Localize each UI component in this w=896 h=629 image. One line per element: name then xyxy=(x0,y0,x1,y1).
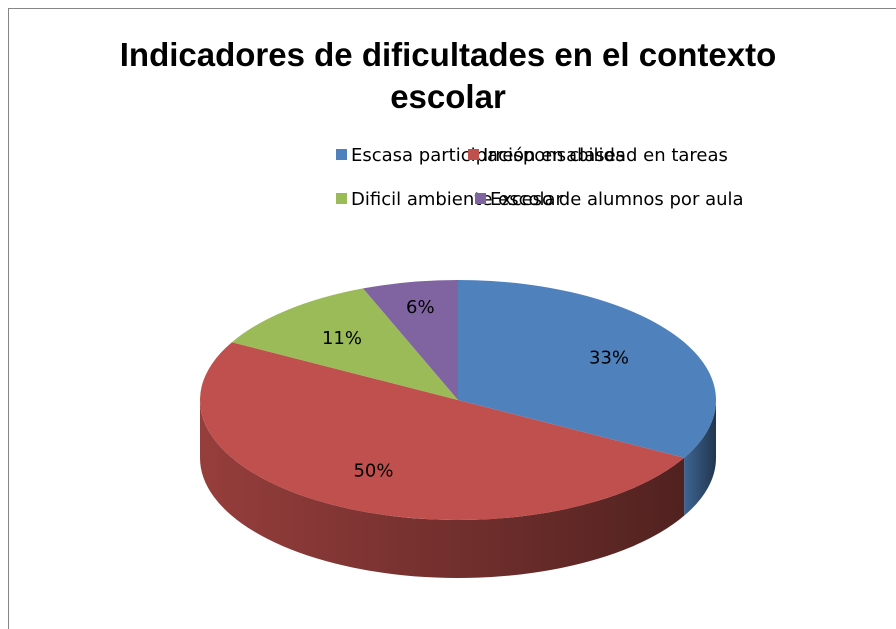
legend-swatch xyxy=(468,149,479,160)
legend-label: Irresponsabilidad en tareas xyxy=(483,145,728,166)
data-label: 50% xyxy=(353,461,393,482)
legend-swatch xyxy=(336,149,347,160)
pie-side xyxy=(684,400,716,516)
legend-label: Dificil ambiente escolar xyxy=(351,189,564,210)
pie-side xyxy=(200,400,685,579)
data-label: 6% xyxy=(406,297,435,318)
chart-title: Indicadores de dificultades en el contex… xyxy=(119,36,777,115)
legend-swatch xyxy=(475,193,486,204)
pie-slice xyxy=(231,288,458,400)
pie-slice xyxy=(458,280,717,458)
legend-swatch xyxy=(336,193,347,204)
legend-label: Exceso de alumnos por aula xyxy=(490,189,744,210)
legend-label: Escasa participación en clases xyxy=(351,145,625,166)
pie-slice xyxy=(363,280,458,400)
pie-slice xyxy=(199,342,685,520)
data-label: 33% xyxy=(589,347,629,368)
data-label: 11% xyxy=(322,328,362,349)
